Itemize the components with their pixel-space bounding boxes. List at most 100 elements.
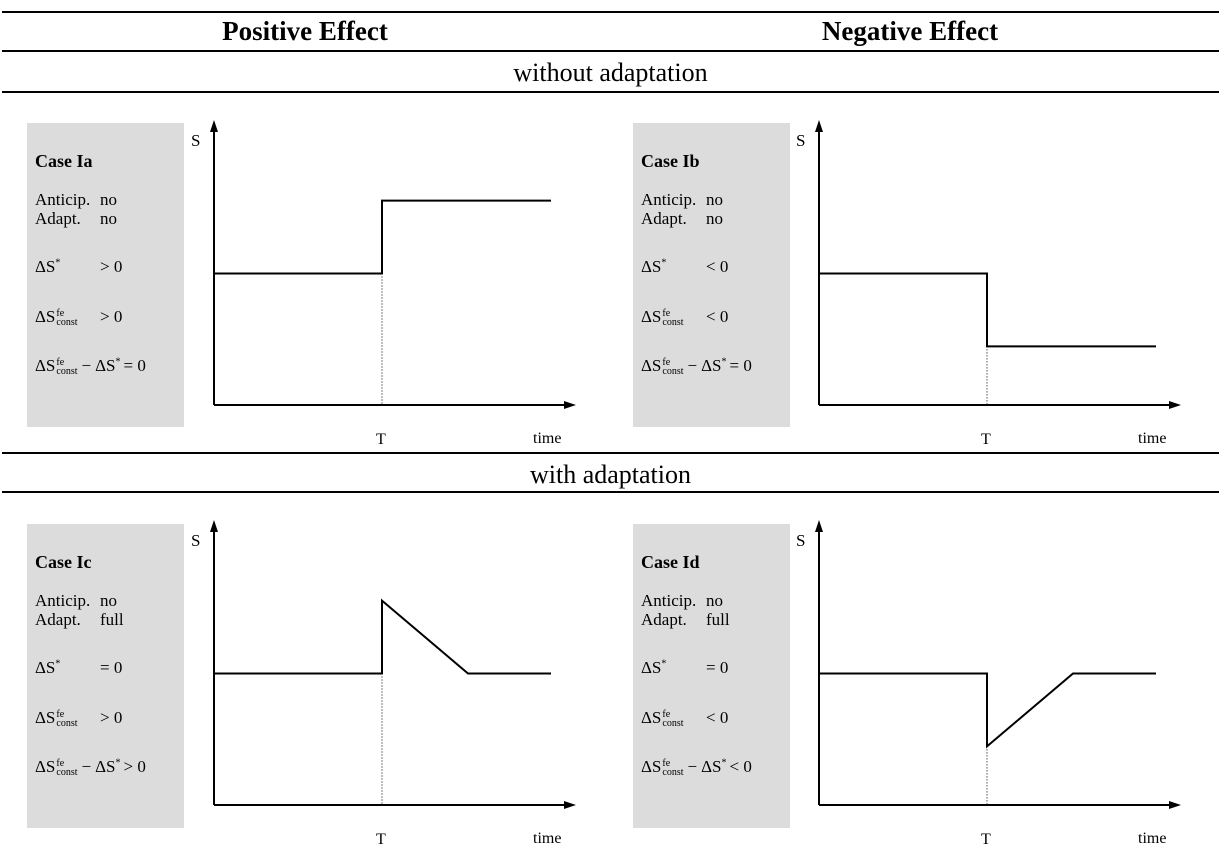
case-ic-info-box: Case Ic Anticip. no Adapt. full ΔS* = 0 ΔS fe con… [27,524,184,828]
negative-effect-header: Negative Effect [821,16,999,46]
band-bottom-rule [2,491,1219,493]
adaptation-label: Adapt. [641,209,687,228]
adaptation-label: Adapt. [35,209,81,228]
y-axis-arrow [210,520,218,532]
anticipation-row: Anticip. no [35,591,117,610]
case-id-info-box: Case Id Anticip. no Adapt. full ΔS* = 0 ΔS fe con… [633,524,790,828]
anticipation-value: no [706,591,723,610]
anticipation-value: no [706,190,723,209]
y-axis-label: S [796,531,805,550]
delta-s-const-value: > 0 [100,708,123,727]
case-ia-info-box: Case Ia Anticip. no Adapt. no ΔS* > 0 ΔS fe const… [27,123,184,427]
band-top-rule [2,91,1219,93]
star-superscript: * [115,356,121,368]
anticipation-value: no [100,591,117,610]
difference-row: ΔS fe const − ΔS* = 0 [35,356,146,377]
x-axis-label: time [1138,430,1166,447]
delta-s-star-value: < 0 [706,257,729,276]
top-rule [2,11,1219,13]
delta-s-star-value: = 0 [706,658,729,677]
star-superscript: * [55,257,61,269]
case-title: Case Ia [35,151,93,171]
const-subscript: const [662,767,684,779]
delta-s-star-row: ΔS* < 0 [641,257,728,277]
star-superscript: * [721,356,727,368]
adaptation-row: Adapt. no [35,209,117,228]
y-axis-label: S [191,531,200,550]
x-axis-label: time [1138,830,1166,847]
delta-s-symbol: ΔS [35,757,56,776]
fe-superscript: fe [56,308,65,320]
delta-s-symbol: ΔS [641,257,662,276]
anticipation-label: Anticip. [641,591,697,610]
delta-s-symbol: ΔS [641,658,662,677]
adaptation-value: no [100,209,117,228]
adaptation-row: Adapt. full [641,610,730,629]
case-title: Case Id [641,552,700,572]
delta-s-star-value: = 0 [100,658,123,677]
adaptation-label: Adapt. [35,610,81,629]
y-axis-label: S [796,131,805,150]
event-time-label: T [376,831,386,848]
delta-s-symbol: ΔS [35,356,56,375]
x-axis-label: time [533,430,561,447]
anticipation-row: Anticip. no [641,190,723,209]
star-superscript: * [55,658,61,670]
adaptation-row: Adapt. full [35,610,124,629]
difference-value: = 0 [729,356,752,375]
event-time-label: T [376,431,386,448]
fe-superscript: fe [56,709,65,721]
y-axis-arrow [815,120,823,132]
delta-s-symbol: ΔS [95,356,116,375]
anticipation-label: Anticip. [641,190,697,209]
delta-s-symbol: ΔS [35,307,56,326]
adaptation-label: Adapt. [641,610,687,629]
fe-superscript: fe [662,758,671,770]
header-rule [2,50,1219,52]
x-axis-label: time [533,830,561,847]
x-axis-arrow [564,401,576,409]
adaptation-value: no [706,209,723,228]
delta-s-symbol: ΔS [701,356,722,375]
delta-s-symbol: ΔS [701,757,722,776]
y-axis-arrow [815,520,823,532]
difference-row: ΔS fe const − ΔS* = 0 [641,356,752,377]
delta-s-star-row: ΔS* > 0 [35,257,122,277]
delta-s-const-value: < 0 [706,708,729,727]
case-ib-info-box: Case Ib Anticip. no Adapt. no ΔS* < 0 ΔS fe const… [633,123,790,427]
star-superscript: * [661,257,667,269]
difference-value: = 0 [123,356,146,375]
positive-effect-header: Positive Effect [222,16,388,46]
minus-sign: − [687,757,698,776]
star-superscript: * [115,757,121,769]
delta-s-symbol: ΔS [35,658,56,677]
series-line [819,672,1156,749]
anticipation-label: Anticip. [35,591,91,610]
y-axis-label: S [191,131,200,150]
delta-s-symbol: ΔS [641,708,662,727]
case-title: Case Ib [641,151,700,171]
delta-s-const-value: > 0 [100,307,123,326]
minus-sign: − [81,356,92,375]
difference-value: > 0 [123,757,146,776]
delta-s-const-row: ΔS fe const > 0 [35,708,123,729]
x-axis-arrow [1169,801,1181,809]
delta-s-symbol: ΔS [95,757,116,776]
const-subscript: const [662,718,684,730]
delta-s-star-row: ΔS* = 0 [641,658,728,678]
const-subscript: const [56,317,78,329]
delta-s-const-row: ΔS fe const > 0 [35,307,123,329]
fe-superscript: fe [56,758,65,770]
band-mid-rule [2,452,1219,454]
without-adaptation-title: without adaptation [513,58,708,87]
fe-superscript: fe [56,357,65,369]
difference-value: < 0 [729,757,752,776]
const-subscript: const [662,317,684,329]
